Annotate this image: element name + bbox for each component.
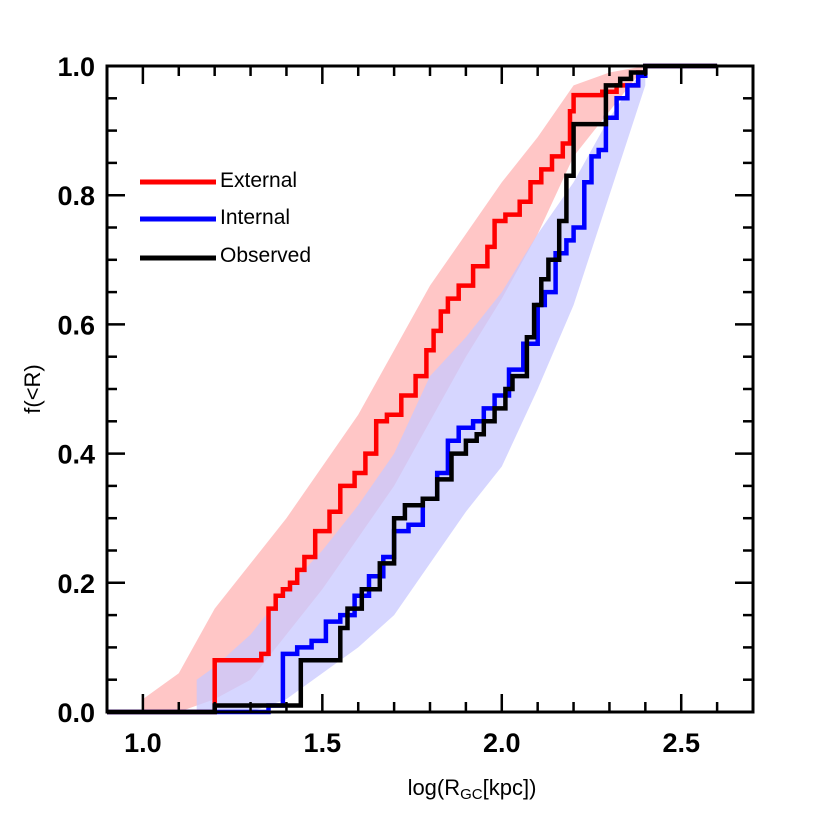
x-tick-label: 2.5 — [662, 728, 700, 758]
series-line-external — [107, 63, 718, 715]
series-line-observed — [107, 63, 718, 715]
x-axis-title-subscript: GC — [460, 786, 483, 803]
y-tick-label: 0.0 — [57, 698, 95, 728]
x-axis-title-main: log(R — [408, 775, 461, 800]
y-tick-label: 1.0 — [57, 52, 95, 82]
x-axis-title: log(RGC[kpc]) — [408, 775, 537, 803]
x-tick-label: 2.0 — [483, 728, 521, 758]
x-tick-label: 1.0 — [124, 728, 162, 758]
legend: External Internal Observed — [140, 169, 311, 267]
x-tick-label: 1.5 — [304, 728, 342, 758]
plot-frame — [105, 64, 755, 714]
x-axis-title-tail: [kpc]) — [483, 775, 537, 800]
confidence-bands — [142, 66, 646, 712]
y-tick-label: 0.8 — [57, 181, 95, 211]
legend-label-internal: Internal — [220, 206, 290, 229]
y-tick-labels: 0.0 0.2 0.4 0.6 0.8 1.0 — [57, 52, 95, 728]
y-tick-label: 0.2 — [57, 569, 95, 599]
y-tick-label: 0.6 — [57, 310, 95, 340]
band-internal — [196, 66, 646, 712]
y-axis-title: f(<R) — [20, 364, 45, 414]
series-lines — [107, 63, 718, 715]
series-line-internal — [107, 63, 718, 715]
y-tick-label: 0.4 — [57, 440, 95, 470]
legend-label-observed: Observed — [220, 244, 311, 267]
axis-ticks — [107, 64, 753, 714]
legend-label-external: External — [220, 169, 297, 192]
band-external — [142, 66, 646, 712]
x-tick-labels: 1.0 1.5 2.0 2.5 — [124, 728, 700, 758]
